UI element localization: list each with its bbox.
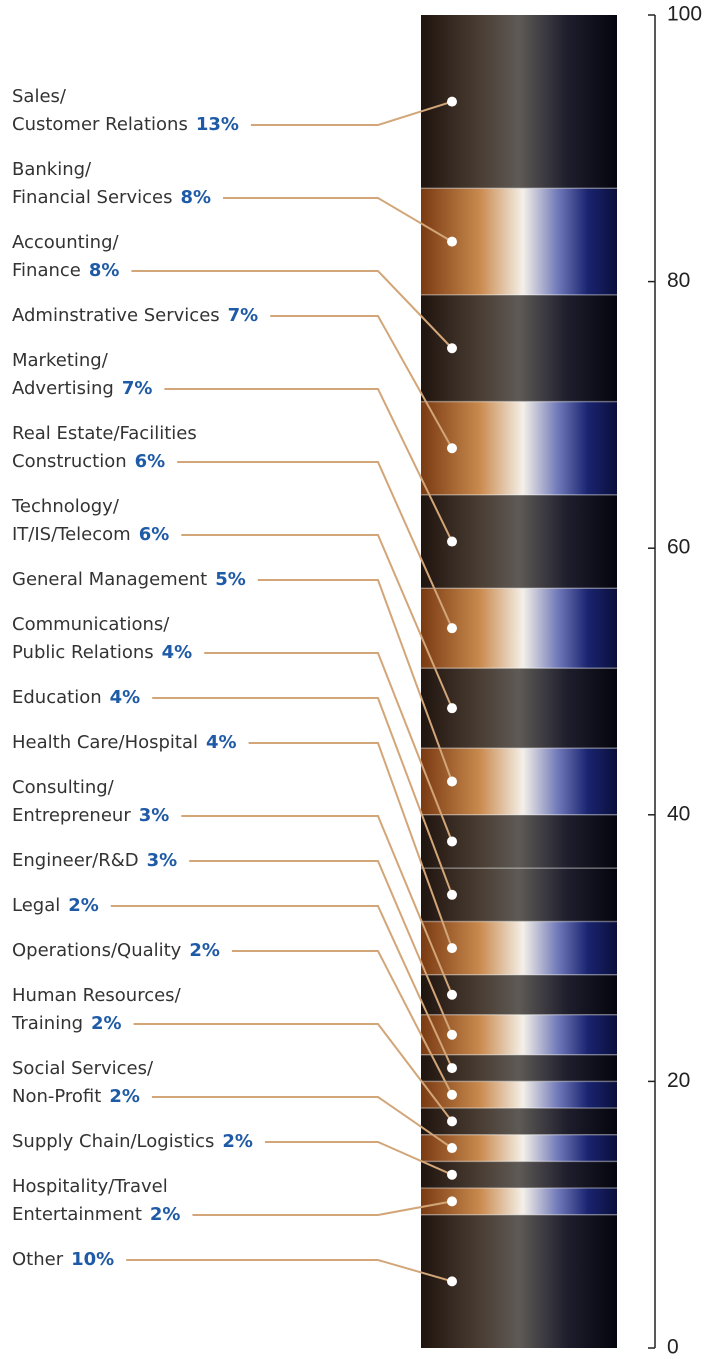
category-label: Education — [12, 687, 102, 708]
category-label: Consulting/ — [12, 777, 115, 798]
category-label: Sales/ — [12, 86, 67, 107]
connector — [152, 697, 453, 896]
category-label: Construction — [12, 451, 127, 472]
segment-dot — [447, 1116, 457, 1127]
category-label: Other — [12, 1249, 64, 1270]
category-label: General Management — [12, 569, 207, 590]
y-tick-label: 60 — [667, 536, 690, 559]
category-label: Financial Services — [12, 187, 172, 208]
connector — [250, 100, 453, 126]
segment-dot — [447, 1169, 457, 1180]
value-label: 8% — [89, 260, 120, 281]
category-label: Finance — [12, 260, 81, 281]
connector — [181, 534, 453, 709]
segment-dot — [447, 989, 457, 1000]
segment-dot — [447, 943, 457, 954]
value-label: 3% — [139, 805, 170, 826]
value-label: 4% — [110, 687, 141, 708]
category-label: Customer Relations — [12, 114, 188, 135]
y-tick-label: 0 — [667, 1336, 679, 1355]
connector — [133, 1023, 453, 1122]
segment-dot — [447, 1063, 457, 1074]
y-tick-label: 40 — [667, 802, 690, 825]
category-label: Non-Profit — [12, 1086, 101, 1107]
category-label: Human Resources/ — [12, 985, 182, 1006]
connector — [257, 579, 453, 782]
category-label: Advertising — [12, 378, 114, 399]
category-label: Technology/ — [11, 496, 120, 517]
category-label: Training — [11, 1013, 83, 1034]
connector — [248, 742, 453, 949]
connector — [270, 315, 453, 449]
connector — [151, 1096, 453, 1149]
value-label: 6% — [135, 451, 166, 472]
category-label: Entrepreneur — [12, 805, 131, 826]
value-label: 10% — [71, 1249, 114, 1270]
value-label: 4% — [206, 732, 237, 753]
value-label: 3% — [147, 850, 178, 871]
category-label: Social Services/ — [12, 1058, 154, 1079]
value-label: 7% — [228, 305, 259, 326]
segment-dot — [447, 889, 457, 900]
y-tick-label: 100 — [667, 3, 702, 26]
category-label: Marketing/ — [12, 350, 109, 371]
segment-dot — [447, 96, 457, 107]
value-label: 6% — [139, 524, 170, 545]
category-label: Banking/ — [12, 159, 92, 180]
segment-dot — [447, 1276, 457, 1287]
value-label: 2% — [189, 940, 220, 961]
value-label: 2% — [68, 895, 99, 916]
connector — [110, 905, 453, 1069]
segment-dot — [447, 776, 457, 787]
connector — [126, 1259, 453, 1283]
category-label: Engineer/R&D — [12, 850, 139, 871]
category-label: Adminstrative Services — [12, 305, 220, 326]
category-label: Legal — [12, 895, 60, 916]
segment-dot — [447, 1196, 457, 1207]
category-label: Operations/Quality — [12, 940, 182, 961]
category-label: IT/IS/Telecom — [12, 524, 131, 545]
connector — [177, 461, 453, 629]
category-label: Health Care/Hospital — [12, 732, 198, 753]
connector — [204, 652, 453, 842]
segment-dot — [447, 536, 457, 547]
category-label: Hospitality/Travel — [12, 1176, 168, 1197]
category-label: Public Relations — [12, 642, 154, 663]
segment-dot — [447, 343, 457, 354]
connector — [231, 950, 453, 1096]
category-label: Supply Chain/Logistics — [12, 1131, 214, 1152]
segment-dot — [447, 1029, 457, 1040]
connector — [164, 388, 453, 542]
value-label: 5% — [215, 569, 246, 590]
segment-dot — [447, 1089, 457, 1100]
y-tick-label: 20 — [667, 1069, 690, 1092]
value-label: 2% — [91, 1013, 122, 1034]
category-label: Real Estate/Facilities — [12, 423, 197, 444]
y-tick-label: 80 — [667, 269, 690, 292]
value-label: 2% — [109, 1086, 140, 1107]
value-label: 4% — [162, 642, 193, 663]
value-label: 8% — [180, 187, 211, 208]
value-label: 2% — [150, 1204, 181, 1225]
connector — [131, 270, 453, 349]
category-label: Entertainment — [12, 1204, 142, 1225]
connector — [192, 1200, 453, 1216]
connector — [223, 197, 453, 243]
segment-dot — [447, 236, 457, 247]
segment-dot — [447, 443, 457, 454]
category-label: Communications/ — [12, 614, 170, 635]
value-label: 7% — [122, 378, 153, 399]
value-label: 2% — [222, 1131, 253, 1152]
value-label: 13% — [196, 114, 239, 135]
segment-dot — [447, 623, 457, 634]
segment-dot — [447, 836, 457, 847]
segment-dot — [447, 1143, 457, 1154]
segment-dot — [447, 703, 457, 714]
connector — [181, 815, 453, 996]
connector — [264, 1141, 453, 1176]
connector — [189, 860, 453, 1036]
category-label: Accounting/ — [12, 232, 120, 253]
